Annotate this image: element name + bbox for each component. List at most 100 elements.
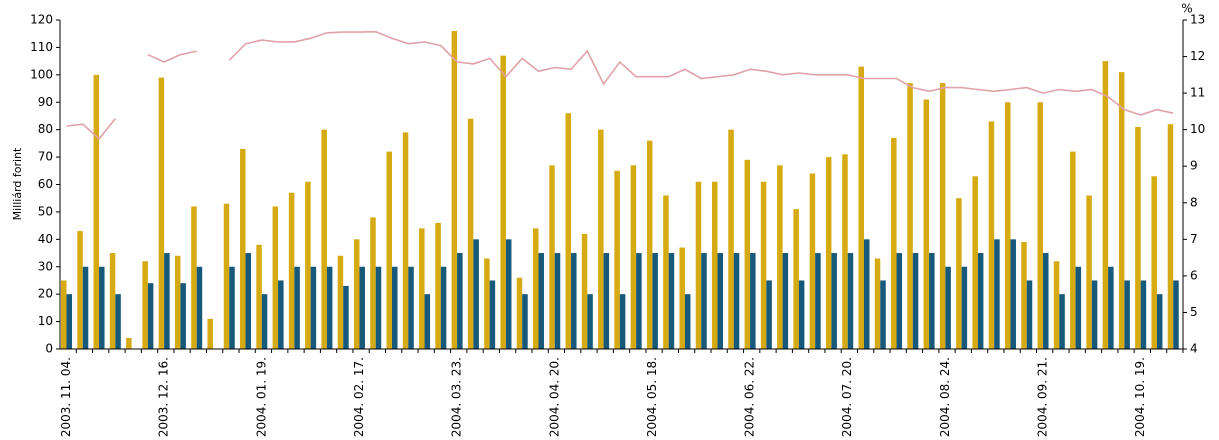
bar	[766, 280, 772, 349]
bar	[288, 192, 295, 349]
bar	[733, 253, 740, 349]
bar	[1043, 253, 1049, 349]
y2-tick-label: 12	[1190, 49, 1205, 63]
bar	[549, 165, 555, 349]
bar	[310, 266, 317, 349]
bar	[147, 283, 154, 349]
bar	[321, 129, 327, 349]
bar	[614, 170, 620, 349]
bar	[522, 294, 528, 349]
bar	[196, 266, 203, 349]
bar	[929, 253, 935, 349]
y2-axis-label: %	[1181, 2, 1192, 16]
y-tick-label: 70	[38, 150, 53, 164]
bar	[538, 253, 544, 349]
bar	[1135, 126, 1141, 349]
bar	[451, 30, 458, 349]
bar	[554, 253, 561, 349]
bar	[809, 173, 816, 349]
y-tick-label: 40	[38, 232, 53, 246]
bar	[229, 266, 235, 349]
y-tick-label: 20	[38, 287, 53, 301]
bar	[500, 55, 506, 350]
bar	[782, 253, 789, 349]
y-tick-label: 90	[38, 95, 53, 109]
bar	[408, 266, 414, 349]
y-tick-label: 100	[30, 67, 53, 81]
y2-tick-label: 10	[1190, 122, 1205, 136]
bar	[164, 253, 170, 349]
y-axis-label: Milliárd forint	[11, 147, 24, 220]
bar	[473, 239, 479, 349]
bar	[305, 181, 311, 349]
y2-tick-label: 6	[1190, 268, 1198, 282]
bar	[158, 77, 165, 349]
bar	[701, 253, 707, 349]
x-tick-label: 2004. 10. 19.	[1133, 357, 1147, 437]
bar	[353, 239, 360, 349]
bar	[1102, 61, 1109, 349]
bar	[294, 266, 300, 349]
bar	[679, 247, 685, 349]
y2-tick-label: 11	[1190, 86, 1205, 100]
bar	[370, 217, 376, 349]
bar	[1037, 102, 1044, 349]
y-tick-label: 10	[38, 314, 53, 328]
bar	[587, 294, 593, 349]
bar	[760, 181, 767, 349]
bar	[695, 181, 702, 349]
bar	[994, 239, 1000, 349]
bar	[126, 338, 132, 349]
x-tick-label: 2004. 02. 17.	[352, 357, 366, 437]
bar	[337, 255, 344, 349]
bar	[402, 132, 409, 349]
bar	[972, 176, 978, 349]
bar	[1156, 294, 1163, 349]
bar	[457, 253, 463, 349]
bar	[484, 258, 490, 349]
bar	[435, 222, 441, 349]
bar	[896, 253, 903, 349]
y2-tick-label: 4	[1190, 342, 1198, 356]
bar	[1124, 280, 1130, 349]
bar	[619, 294, 626, 349]
bar	[565, 113, 572, 349]
bar	[223, 203, 230, 349]
y2-tick-label: 5	[1190, 305, 1198, 319]
bar	[440, 266, 447, 349]
bar	[256, 244, 262, 349]
bar	[988, 121, 995, 349]
bar	[359, 266, 365, 349]
bar	[1086, 195, 1092, 349]
bar	[375, 266, 382, 349]
bar	[392, 266, 398, 349]
bar	[912, 253, 919, 349]
y-tick-label: 80	[38, 122, 53, 136]
bar	[207, 318, 213, 349]
bar	[1140, 280, 1147, 349]
bar	[326, 266, 333, 349]
bar	[961, 266, 968, 349]
x-tick-label: 2004. 07. 20.	[840, 357, 854, 437]
bar	[863, 239, 870, 349]
bar	[636, 253, 642, 349]
bar	[880, 280, 886, 349]
bar	[424, 294, 431, 349]
bar	[712, 181, 718, 349]
bar	[847, 253, 854, 349]
bar	[245, 253, 252, 349]
y-tick-label: 60	[38, 177, 53, 191]
bar	[815, 253, 821, 349]
x-tick-label: 2004. 03. 23.	[450, 357, 464, 437]
y2-tick-label: 7	[1190, 232, 1198, 246]
bar	[598, 129, 604, 349]
bar	[115, 294, 121, 349]
bar	[684, 294, 691, 349]
bar	[99, 266, 105, 349]
bar	[66, 294, 72, 349]
bar	[907, 83, 913, 349]
x-tick-label: 2004. 05. 18.	[645, 357, 659, 437]
bar	[728, 129, 734, 349]
bar	[891, 137, 897, 349]
